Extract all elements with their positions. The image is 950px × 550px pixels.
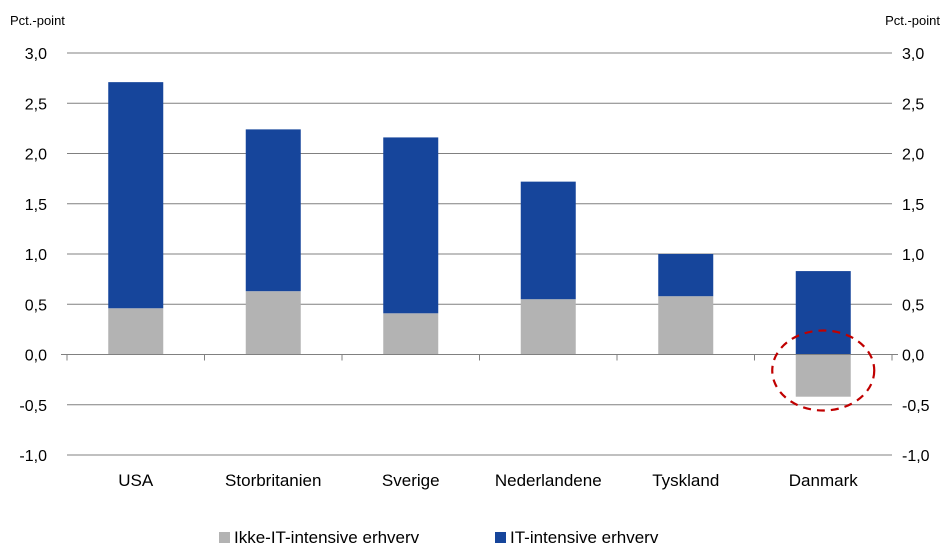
legend-label: IT-intensive erhverv bbox=[510, 528, 659, 547]
bar-segment bbox=[383, 137, 439, 314]
y-tick-label-left: 1,5 bbox=[25, 197, 47, 214]
bar-segment bbox=[108, 82, 164, 309]
legend: Ikke-IT-intensive erhverv IT-intensive er… bbox=[219, 528, 659, 547]
dashed-ellipse bbox=[771, 329, 876, 412]
y-tick-label-right: -0,5 bbox=[902, 398, 930, 415]
y-tick-label-left: 1,0 bbox=[25, 247, 47, 264]
legend-swatch bbox=[219, 532, 230, 543]
bar-segment bbox=[108, 308, 164, 355]
gridlines bbox=[61, 52, 898, 456]
y-tick-label-left: -0,5 bbox=[19, 398, 47, 415]
x-tick-label: Danmark bbox=[789, 471, 858, 490]
bar-segment bbox=[658, 296, 714, 355]
x-tick-label: USA bbox=[118, 471, 154, 490]
bar-segment bbox=[795, 271, 851, 355]
y-ticks-left: 3,0 2,5 2,0 1,5 1,0 0,5 0,0 -0,5 -1,0 bbox=[19, 46, 47, 465]
legend-swatch bbox=[495, 532, 506, 543]
bar-segment bbox=[658, 254, 714, 297]
legend-label: Ikke-IT-intensive erhverv bbox=[234, 528, 420, 547]
y-tick-label-left: 2,0 bbox=[25, 147, 47, 164]
y-tick-label-right: 0,5 bbox=[902, 297, 924, 314]
bar-segment bbox=[520, 299, 576, 355]
y-tick-label-right: 2,5 bbox=[902, 96, 924, 113]
x-tick-label: Nederlandene bbox=[495, 471, 602, 490]
y-tick-label-left: 0,0 bbox=[25, 348, 47, 365]
x-axis bbox=[66, 354, 893, 361]
bar-segment bbox=[520, 181, 576, 300]
y-axis-label-right: Pct.-point bbox=[885, 13, 940, 28]
y-tick-label-left: 3,0 bbox=[25, 46, 47, 63]
y-ticks-right: 3,0 2,5 2,0 1,5 1,0 0,5 0,0 -0,5 -1,0 bbox=[902, 46, 930, 465]
x-tick-label: Storbritanien bbox=[225, 471, 321, 490]
y-axis-label-left: Pct.-point bbox=[10, 13, 65, 28]
bar-segment bbox=[245, 129, 301, 292]
y-tick-label-right: 1,5 bbox=[902, 197, 924, 214]
y-tick-label-right: 2,0 bbox=[902, 147, 924, 164]
bar-segment bbox=[383, 313, 439, 355]
y-tick-label-left: 0,5 bbox=[25, 297, 47, 314]
bars bbox=[108, 82, 851, 397]
bar-segment bbox=[245, 291, 301, 355]
y-tick-label-right: 0,0 bbox=[902, 348, 924, 365]
x-tick-label: Tyskland bbox=[652, 471, 719, 490]
x-tick-labels: USA Storbritanien Sverige Nederlandene Tyskl… bbox=[118, 471, 858, 490]
y-tick-label-left: 2,5 bbox=[25, 96, 47, 113]
y-tick-label-left: -1,0 bbox=[19, 448, 47, 465]
bar-segment bbox=[795, 354, 851, 397]
annotation bbox=[771, 329, 876, 412]
y-tick-label-right: -1,0 bbox=[902, 448, 930, 465]
x-tick-label: Sverige bbox=[382, 471, 440, 490]
y-tick-label-right: 1,0 bbox=[902, 247, 924, 264]
y-tick-label-right: 3,0 bbox=[902, 46, 924, 63]
